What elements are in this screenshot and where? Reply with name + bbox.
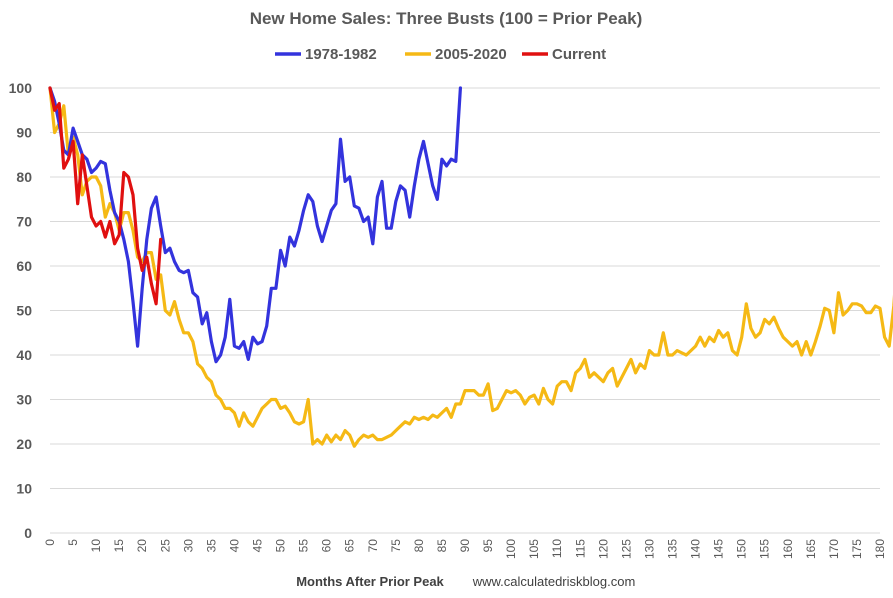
x-tick-label: 130: [642, 539, 656, 559]
y-tick-label: 100: [9, 80, 33, 96]
legend-label: 1978-1982: [305, 46, 377, 63]
x-tick-label: 55: [297, 539, 311, 553]
y-tick-label: 50: [16, 303, 32, 319]
x-tick-label: 155: [758, 539, 772, 559]
series-line-2005-2020: [48, 86, 893, 448]
y-axis-ticks: 0 10 20 30 40 50 60 70 80 90 100: [9, 80, 33, 541]
x-tick-label: 170: [827, 539, 841, 559]
x-tick-label: 135: [666, 539, 680, 559]
x-tick-label: 175: [850, 539, 864, 559]
series-line-Current: [48, 86, 163, 306]
x-tick-label: 150: [735, 539, 749, 559]
x-tick-label: 140: [689, 539, 703, 559]
x-tick-label: 30: [181, 539, 195, 553]
legend-label: 2005-2020: [435, 46, 507, 63]
x-tick-label: 145: [712, 539, 726, 559]
x-tick-label: 105: [527, 539, 541, 559]
x-tick-label: 15: [112, 539, 126, 553]
x-tick-label: 60: [320, 539, 334, 553]
x-tick-label: 100: [504, 539, 518, 559]
x-axis-label: Months After Prior Peak: [296, 574, 444, 589]
chart-legend: 1978-1982 2005-2020 Current: [275, 46, 606, 63]
x-tick-label: 120: [596, 539, 610, 559]
series-line-1978-1982: [48, 86, 462, 364]
x-tick-label: 125: [619, 539, 633, 559]
x-tick-label: 70: [366, 539, 380, 553]
x-tick-label: 5: [66, 539, 80, 546]
y-tick-label: 90: [16, 125, 32, 141]
x-tick-label: 75: [389, 539, 403, 553]
legend-label: Current: [552, 46, 606, 63]
series-lines: [48, 86, 893, 448]
x-tick-label: 95: [481, 539, 495, 553]
chart-title: New Home Sales: Three Busts (100 = Prior…: [250, 9, 643, 28]
y-tick-label: 20: [16, 436, 32, 452]
y-tick-label: 10: [16, 481, 32, 497]
y-tick-label: 40: [16, 347, 32, 363]
y-tick-label: 30: [16, 392, 32, 408]
x-tick-label: 85: [435, 539, 449, 553]
source-note: www.calculatedriskblog.com: [472, 574, 636, 589]
y-tick-label: 80: [16, 169, 32, 185]
x-tick-label: 50: [274, 539, 288, 553]
gridlines: [50, 87, 880, 534]
x-tick-label: 180: [873, 539, 887, 559]
x-tick-label: 165: [804, 539, 818, 559]
y-tick-label: 70: [16, 214, 32, 230]
x-tick-label: 25: [158, 539, 172, 553]
x-tick-label: 35: [204, 539, 218, 553]
x-tick-label: 45: [251, 539, 265, 553]
y-tick-label: 60: [16, 258, 32, 274]
x-tick-label: 110: [550, 539, 564, 558]
x-tick-label: 10: [89, 539, 103, 553]
x-tick-label: 115: [573, 539, 587, 558]
y-tick-label: 0: [24, 525, 32, 541]
x-axis-ticks: 0 5 10 15 20 25 30 35 40 45 50 55 60 65 70 75 80 85 90 95 10…: [43, 539, 887, 559]
x-tick-label: 40: [227, 539, 241, 553]
x-tick-label: 160: [781, 539, 795, 559]
x-tick-label: 0: [43, 539, 57, 546]
x-tick-label: 90: [458, 539, 472, 553]
x-tick-label: 80: [412, 539, 426, 553]
x-tick-label: 20: [135, 539, 149, 553]
x-tick-label: 65: [343, 539, 357, 553]
